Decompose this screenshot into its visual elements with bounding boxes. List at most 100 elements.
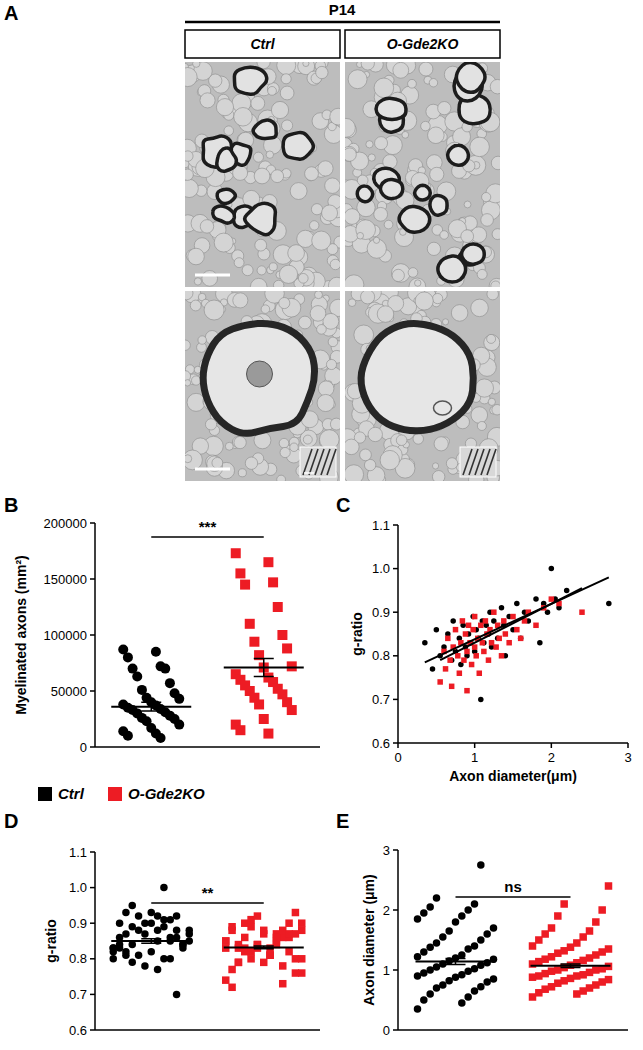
data-point xyxy=(245,619,255,629)
tissue-texture xyxy=(185,455,192,463)
myelin-ring xyxy=(399,206,430,232)
tissue-texture xyxy=(481,214,494,227)
tissue-texture xyxy=(345,118,355,137)
tissue-texture xyxy=(194,278,201,285)
tissue-texture xyxy=(354,325,374,345)
data-point xyxy=(165,678,175,688)
data-point xyxy=(537,640,543,646)
data-point xyxy=(135,951,143,959)
significance-bracket xyxy=(456,896,571,897)
y-tick-label: 0 xyxy=(80,740,87,755)
myelin-ring xyxy=(213,206,235,223)
data-point xyxy=(481,649,487,655)
y-tick-label: 0.9 xyxy=(69,916,87,931)
data-point xyxy=(174,694,184,704)
error-bar xyxy=(254,946,274,949)
data-point xyxy=(518,636,524,642)
tissue-texture xyxy=(328,337,338,347)
tissue-texture xyxy=(312,231,331,250)
tissue-texture xyxy=(225,442,233,450)
tissue-texture xyxy=(438,102,451,115)
tissue-texture xyxy=(277,475,286,481)
data-point xyxy=(457,670,463,676)
tissue-texture xyxy=(356,220,376,240)
legend-swatch xyxy=(108,787,122,801)
mitochondrion xyxy=(247,361,273,387)
tissue-texture xyxy=(384,220,393,229)
y-tick xyxy=(393,568,398,570)
micrograph xyxy=(345,62,500,287)
y-tick-label: 0.7 xyxy=(372,692,390,707)
tissue-texture xyxy=(280,86,294,100)
tissue-texture xyxy=(299,316,312,329)
tissue-texture xyxy=(484,335,500,351)
legend-label: Ctrl xyxy=(58,785,85,802)
data-point xyxy=(445,977,453,985)
data-point xyxy=(445,927,453,935)
tissue-texture xyxy=(269,263,277,271)
tissue-texture xyxy=(200,220,213,233)
data-point xyxy=(254,699,264,709)
error-bar xyxy=(561,964,581,968)
data-point xyxy=(493,644,499,650)
tissue-texture xyxy=(212,457,223,468)
x-tick xyxy=(397,743,399,748)
data-point xyxy=(186,927,194,935)
micrograph-background xyxy=(185,291,340,481)
data-point xyxy=(285,948,293,956)
data-point xyxy=(160,884,168,892)
tissue-texture xyxy=(318,381,334,397)
tissue-texture xyxy=(268,87,277,96)
data-point xyxy=(268,577,278,587)
data-point xyxy=(554,912,562,920)
micrograph-background xyxy=(185,62,340,287)
y-tick-label: 0.9 xyxy=(372,605,390,620)
tissue-texture xyxy=(185,67,197,86)
legend-label: O-Gde2KO xyxy=(128,785,205,802)
x-tick xyxy=(551,743,553,748)
tissue-texture xyxy=(190,300,201,311)
tissue-texture xyxy=(224,126,234,136)
tissue-texture xyxy=(451,305,468,322)
data-point xyxy=(433,939,441,947)
data-point xyxy=(249,637,259,647)
tissue-texture xyxy=(279,265,297,283)
tissue-texture xyxy=(255,239,267,251)
data-point xyxy=(564,588,570,594)
data-point xyxy=(473,653,479,659)
tissue-texture xyxy=(233,293,248,308)
tissue-texture xyxy=(185,450,202,470)
data-point xyxy=(491,609,497,615)
data-point xyxy=(279,962,287,970)
data-point xyxy=(560,900,568,908)
tissue-texture xyxy=(345,209,360,225)
tissue-texture xyxy=(204,300,224,320)
y-tick xyxy=(90,922,95,924)
tissue-texture xyxy=(477,421,486,430)
y-tick xyxy=(90,690,95,692)
y-axis-title: g-ratio xyxy=(43,919,59,963)
data-point xyxy=(156,733,166,743)
organelle xyxy=(434,401,452,415)
data-point xyxy=(470,627,476,633)
tissue-texture xyxy=(234,258,244,268)
tissue-texture xyxy=(421,121,431,131)
y-tick xyxy=(90,851,95,853)
tissue-texture xyxy=(238,469,246,477)
data-point xyxy=(174,720,184,730)
data-point xyxy=(277,630,287,640)
tissue-texture xyxy=(319,430,339,450)
data-point xyxy=(222,937,230,945)
data-point xyxy=(549,596,555,602)
tissue-texture xyxy=(277,62,296,75)
data-point xyxy=(154,966,162,974)
tissue-texture xyxy=(310,221,319,230)
data-point xyxy=(247,948,255,956)
y-axis-line xyxy=(397,525,399,743)
data-point xyxy=(285,930,293,938)
data-point xyxy=(129,902,137,910)
tissue-texture xyxy=(251,96,265,110)
y-tick-label: 0.8 xyxy=(69,951,87,966)
tissue-texture xyxy=(402,131,409,138)
tissue-texture xyxy=(279,438,289,448)
